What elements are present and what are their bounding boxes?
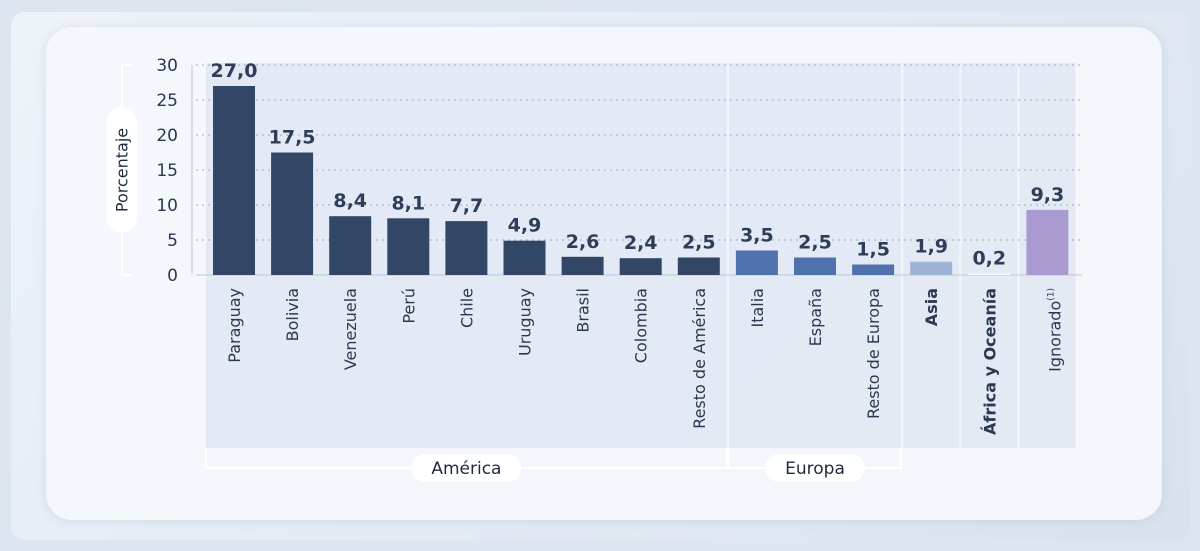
bar-africa-y-oceania [968, 273, 1011, 275]
category-label: África y Oceanía [980, 288, 999, 435]
bar-asia [910, 261, 953, 275]
value-label: 7,7 [450, 195, 484, 217]
y-tick-label: 5 [167, 231, 178, 251]
y-tick-label: 0 [167, 266, 178, 286]
category-label: Chile [457, 288, 476, 328]
value-label: 1,5 [856, 239, 890, 261]
y-axis: 0 5 10 15 20 25 30 Porcentaje [107, 56, 193, 286]
y-axis-title-pill [107, 107, 137, 233]
bar-colombia [619, 258, 662, 275]
y-axis-title: Porcentaje [113, 128, 132, 212]
value-label: 17,5 [269, 127, 316, 149]
value-label: 2,6 [566, 231, 600, 253]
category-label: Perú [399, 288, 418, 324]
y-tick-label: 25 [156, 91, 178, 111]
category-superscript: (1) [1046, 288, 1056, 301]
bar-espana [794, 257, 836, 275]
value-label: 0,2 [972, 248, 1006, 270]
value-label: 3,5 [740, 225, 774, 247]
value-label: 2,4 [624, 232, 658, 254]
column-band [961, 63, 1018, 448]
bar-paraguay [213, 86, 255, 275]
bars [213, 86, 1069, 275]
category-label: Colombia [632, 288, 651, 363]
category-label: España [806, 288, 825, 346]
value-label: 1,9 [914, 236, 948, 258]
group-label: Europa [785, 459, 845, 479]
category-label: Resto de Europa [864, 288, 883, 419]
group-label: América [431, 459, 501, 479]
y-tick-label: 20 [156, 126, 178, 146]
group-brackets: América Europa [205, 448, 903, 482]
category-label-text: Ignorado [1045, 301, 1064, 372]
y-tick-label: 10 [156, 196, 178, 216]
column-backgrounds [206, 63, 1076, 448]
category-label: Ignorado(1) [1045, 288, 1064, 372]
value-label: 2,5 [682, 232, 716, 254]
bar-chile [445, 221, 488, 275]
value-label: 8,1 [391, 192, 425, 214]
category-label: Brasil [574, 288, 593, 333]
category-label: Asia [922, 288, 941, 326]
category-label: Bolivia [283, 288, 302, 341]
value-label: 27,0 [211, 60, 258, 82]
y-tick-label: 30 [156, 56, 178, 76]
group-label-pill [411, 454, 522, 482]
bar-resto-de-america [677, 257, 720, 275]
group-label-pill [765, 454, 865, 482]
bar-ignorado [1026, 209, 1069, 275]
value-label: 4,9 [508, 215, 542, 237]
bar-venezuela [329, 216, 372, 275]
value-label: 2,5 [798, 232, 832, 254]
bar-brasil [561, 256, 604, 275]
bar-italia [735, 250, 778, 275]
value-label: 9,3 [1031, 184, 1065, 206]
category-label: Venezuela [341, 288, 360, 370]
category-label: Resto de América [690, 288, 709, 429]
bar-peru [387, 218, 430, 275]
value-labels: 27,0 17,5 8,4 8,1 7,7 4,9 2,6 2,4 2,5 3,5 2,5 1,5 1,… [211, 60, 1065, 270]
value-label: 8,4 [333, 190, 367, 212]
column-band [903, 63, 960, 448]
bar-bolivia [271, 152, 314, 275]
category-labels: Paraguay Bolivia Venezuela Perú Chile Uruguay… [225, 288, 1064, 435]
bar-uruguay [503, 240, 546, 275]
category-label: Paraguay [225, 288, 244, 363]
category-label: Uruguay [516, 288, 535, 356]
y-tick-label: 15 [156, 161, 178, 181]
category-label: Italia [748, 288, 767, 328]
bar-resto-de-europa [852, 264, 895, 275]
